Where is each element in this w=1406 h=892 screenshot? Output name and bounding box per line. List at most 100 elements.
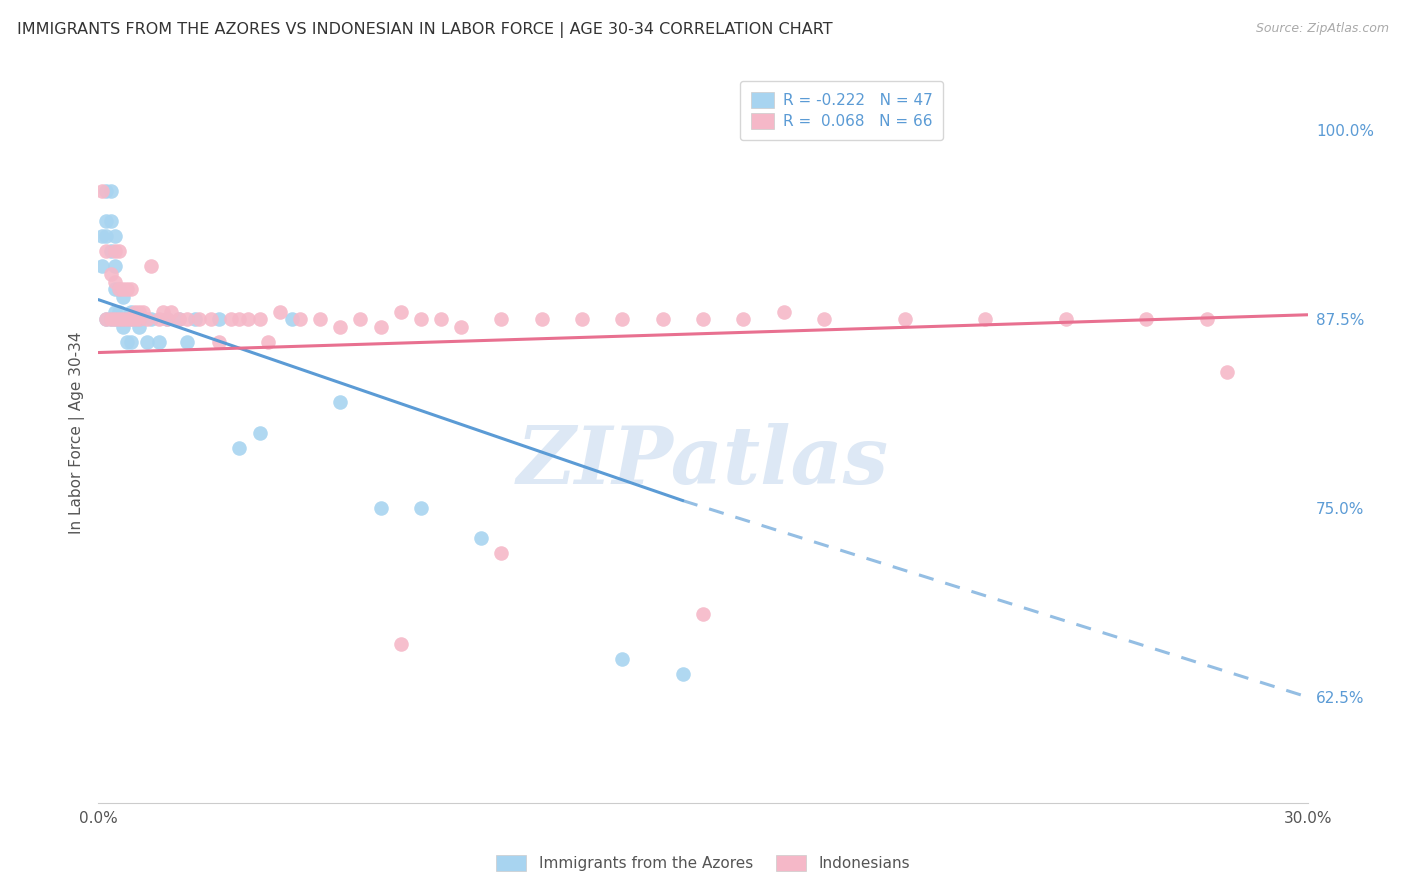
Point — [156, 312, 179, 326]
Point — [103, 304, 125, 318]
Point — [124, 312, 146, 326]
Point — [107, 282, 129, 296]
Point — [733, 312, 755, 326]
Point — [111, 312, 134, 326]
Point — [100, 244, 122, 259]
Point — [111, 282, 134, 296]
Point — [1195, 312, 1218, 326]
Point — [692, 607, 714, 621]
Point — [124, 304, 146, 318]
Point — [139, 312, 162, 326]
Point — [120, 304, 142, 318]
Point — [120, 312, 142, 326]
Point — [491, 312, 513, 326]
Point — [152, 304, 174, 318]
Point — [249, 312, 271, 326]
Point — [103, 260, 125, 274]
Point — [100, 312, 122, 326]
Point — [208, 334, 231, 349]
Point — [571, 312, 593, 326]
Point — [120, 282, 142, 296]
Point — [221, 312, 243, 326]
Point — [111, 290, 134, 304]
Point — [135, 334, 157, 349]
Point — [236, 312, 259, 326]
Point — [692, 312, 714, 326]
Point — [124, 312, 146, 326]
Point — [115, 312, 138, 326]
Y-axis label: In Labor Force | Age 30-34: In Labor Force | Age 30-34 — [69, 331, 84, 534]
Point — [612, 312, 634, 326]
Text: ZIPatlas: ZIPatlas — [517, 424, 889, 501]
Legend: R = -0.222   N = 47, R =  0.068   N = 66: R = -0.222 N = 47, R = 0.068 N = 66 — [740, 81, 943, 140]
Point — [167, 312, 190, 326]
Point — [100, 267, 122, 281]
Point — [103, 244, 125, 259]
Point — [228, 312, 250, 326]
Point — [329, 319, 352, 334]
Point — [530, 312, 553, 326]
Point — [269, 304, 291, 318]
Point — [115, 334, 138, 349]
Point — [100, 214, 122, 228]
Point — [107, 282, 129, 296]
Point — [107, 304, 129, 318]
Point — [96, 312, 118, 326]
Point — [329, 395, 352, 409]
Point — [167, 312, 190, 326]
Point — [120, 334, 142, 349]
Point — [389, 304, 412, 318]
Point — [96, 214, 118, 228]
Point — [91, 229, 114, 244]
Point — [96, 229, 118, 244]
Point — [148, 312, 170, 326]
Point — [188, 312, 211, 326]
Point — [176, 334, 198, 349]
Point — [128, 312, 150, 326]
Point — [103, 229, 125, 244]
Point — [103, 312, 125, 326]
Point — [893, 312, 915, 326]
Point — [409, 501, 432, 516]
Point — [389, 637, 412, 651]
Point — [288, 312, 311, 326]
Point — [430, 312, 453, 326]
Point — [813, 312, 835, 326]
Point — [470, 532, 492, 546]
Point — [651, 312, 673, 326]
Point — [107, 312, 129, 326]
Text: IMMIGRANTS FROM THE AZORES VS INDONESIAN IN LABOR FORCE | AGE 30-34 CORRELATION : IMMIGRANTS FROM THE AZORES VS INDONESIAN… — [17, 22, 832, 38]
Point — [96, 244, 118, 259]
Point — [672, 667, 695, 681]
Text: Source: ZipAtlas.com: Source: ZipAtlas.com — [1256, 22, 1389, 36]
Point — [184, 312, 207, 326]
Point — [103, 275, 125, 289]
Point — [100, 184, 122, 198]
Point — [128, 304, 150, 318]
Point — [208, 312, 231, 326]
Point — [249, 425, 271, 440]
Point — [96, 312, 118, 326]
Point — [115, 312, 138, 326]
Point — [156, 312, 179, 326]
Point — [409, 312, 432, 326]
Point — [281, 312, 304, 326]
Point — [148, 334, 170, 349]
Point — [1135, 312, 1157, 326]
Point — [256, 334, 278, 349]
Point — [974, 312, 997, 326]
Point — [370, 319, 392, 334]
Legend: Immigrants from the Azores, Indonesians: Immigrants from the Azores, Indonesians — [489, 849, 917, 877]
Point — [111, 319, 134, 334]
Point — [107, 312, 129, 326]
Point — [160, 304, 183, 318]
Point — [139, 260, 162, 274]
Point — [103, 282, 125, 296]
Point — [370, 501, 392, 516]
Point — [91, 184, 114, 198]
Point — [120, 312, 142, 326]
Point — [349, 312, 371, 326]
Point — [103, 312, 125, 326]
Point — [612, 652, 634, 666]
Point — [176, 312, 198, 326]
